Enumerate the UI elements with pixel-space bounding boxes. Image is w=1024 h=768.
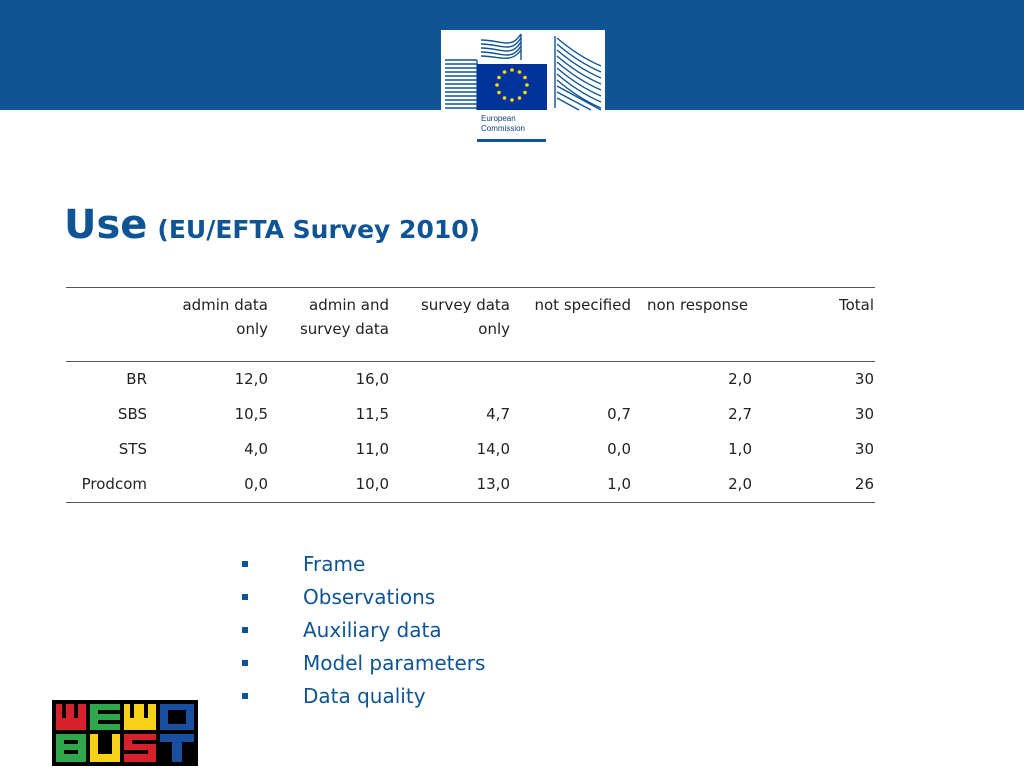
table-cell: 10,0: [355, 475, 389, 493]
berlaymont-building-icon: [445, 33, 602, 111]
bullet-item: Model parameters: [240, 647, 485, 680]
table-cell: 13,0: [476, 475, 510, 493]
title-main: Use: [64, 202, 148, 248]
bullet-list: Frame Observations Auxiliary data Model …: [240, 548, 485, 713]
row-label: BR: [126, 370, 147, 388]
table-cell: 4,7: [486, 405, 510, 423]
bullet-square-icon: [242, 594, 248, 600]
column-header: admin data only: [182, 296, 268, 338]
table-cell: 30: [854, 405, 874, 423]
table-cell: 0,7: [607, 405, 631, 423]
table-cell: 11,0: [355, 440, 389, 458]
table-cell: 11,5: [355, 405, 389, 423]
logo-underline: [477, 139, 546, 142]
bullet-square-icon: [242, 627, 248, 633]
table-row: SBS 10,5 11,5 4,7 0,7 2,7 30: [66, 397, 875, 432]
bullet-item: Auxiliary data: [240, 614, 485, 647]
row-label: SBS: [117, 405, 147, 423]
table-cell: [395, 362, 516, 398]
table-cell: 12,0: [234, 370, 268, 388]
title-subtitle: (EU/EFTA Survey 2010): [157, 215, 481, 244]
row-label: Prodcom: [81, 475, 147, 493]
logo-org-name: European Commission: [481, 114, 526, 133]
european-commission-logo: European Commission: [441, 30, 605, 146]
table-row: Prodcom 0,0 10,0 13,0 1,0 2,0 26: [66, 467, 875, 503]
column-header: [66, 288, 153, 362]
bullet-item: Data quality: [240, 680, 485, 713]
bullet-square-icon: [242, 660, 248, 666]
table-cell: 2,0: [728, 475, 752, 493]
table-cell: 1,0: [728, 440, 752, 458]
table-cell: 1,0: [607, 475, 631, 493]
bullet-square-icon: [242, 561, 248, 567]
row-label: STS: [118, 440, 147, 458]
memobust-logo-icon: [52, 700, 198, 766]
table-header-row: admin data only admin and survey data surv…: [66, 287, 875, 362]
column-header: non response: [647, 296, 749, 314]
table-cell: 10,5: [234, 405, 268, 423]
survey-table: admin data only admin and survey data surv…: [66, 287, 875, 503]
table-cell: 2,7: [728, 405, 752, 423]
slide-title: Use (EU/EFTA Survey 2010): [64, 202, 480, 248]
table-row: BR 12,0 16,0 2,0 30: [66, 362, 875, 398]
bullet-square-icon: [242, 693, 248, 699]
table-cell: 30: [854, 440, 874, 458]
bullet-item: Observations: [240, 581, 485, 614]
table-cell: [516, 362, 637, 398]
column-header: survey data only: [420, 296, 510, 338]
table-cell: 16,0: [355, 370, 389, 388]
table-cell: 2,0: [728, 370, 752, 388]
column-header: not specified: [534, 296, 631, 314]
column-header: Total: [838, 296, 874, 314]
table-cell: 0,0: [244, 475, 268, 493]
table-cell: 26: [854, 475, 874, 493]
bullet-item: Frame: [240, 548, 485, 581]
table-cell: 0,0: [607, 440, 631, 458]
table-cell: 30: [854, 370, 874, 388]
table-cell: 4,0: [244, 440, 268, 458]
column-header: admin and survey data: [299, 296, 389, 338]
table-row: STS 4,0 11,0 14,0 0,0 1,0 30: [66, 432, 875, 467]
table-cell: 14,0: [476, 440, 510, 458]
